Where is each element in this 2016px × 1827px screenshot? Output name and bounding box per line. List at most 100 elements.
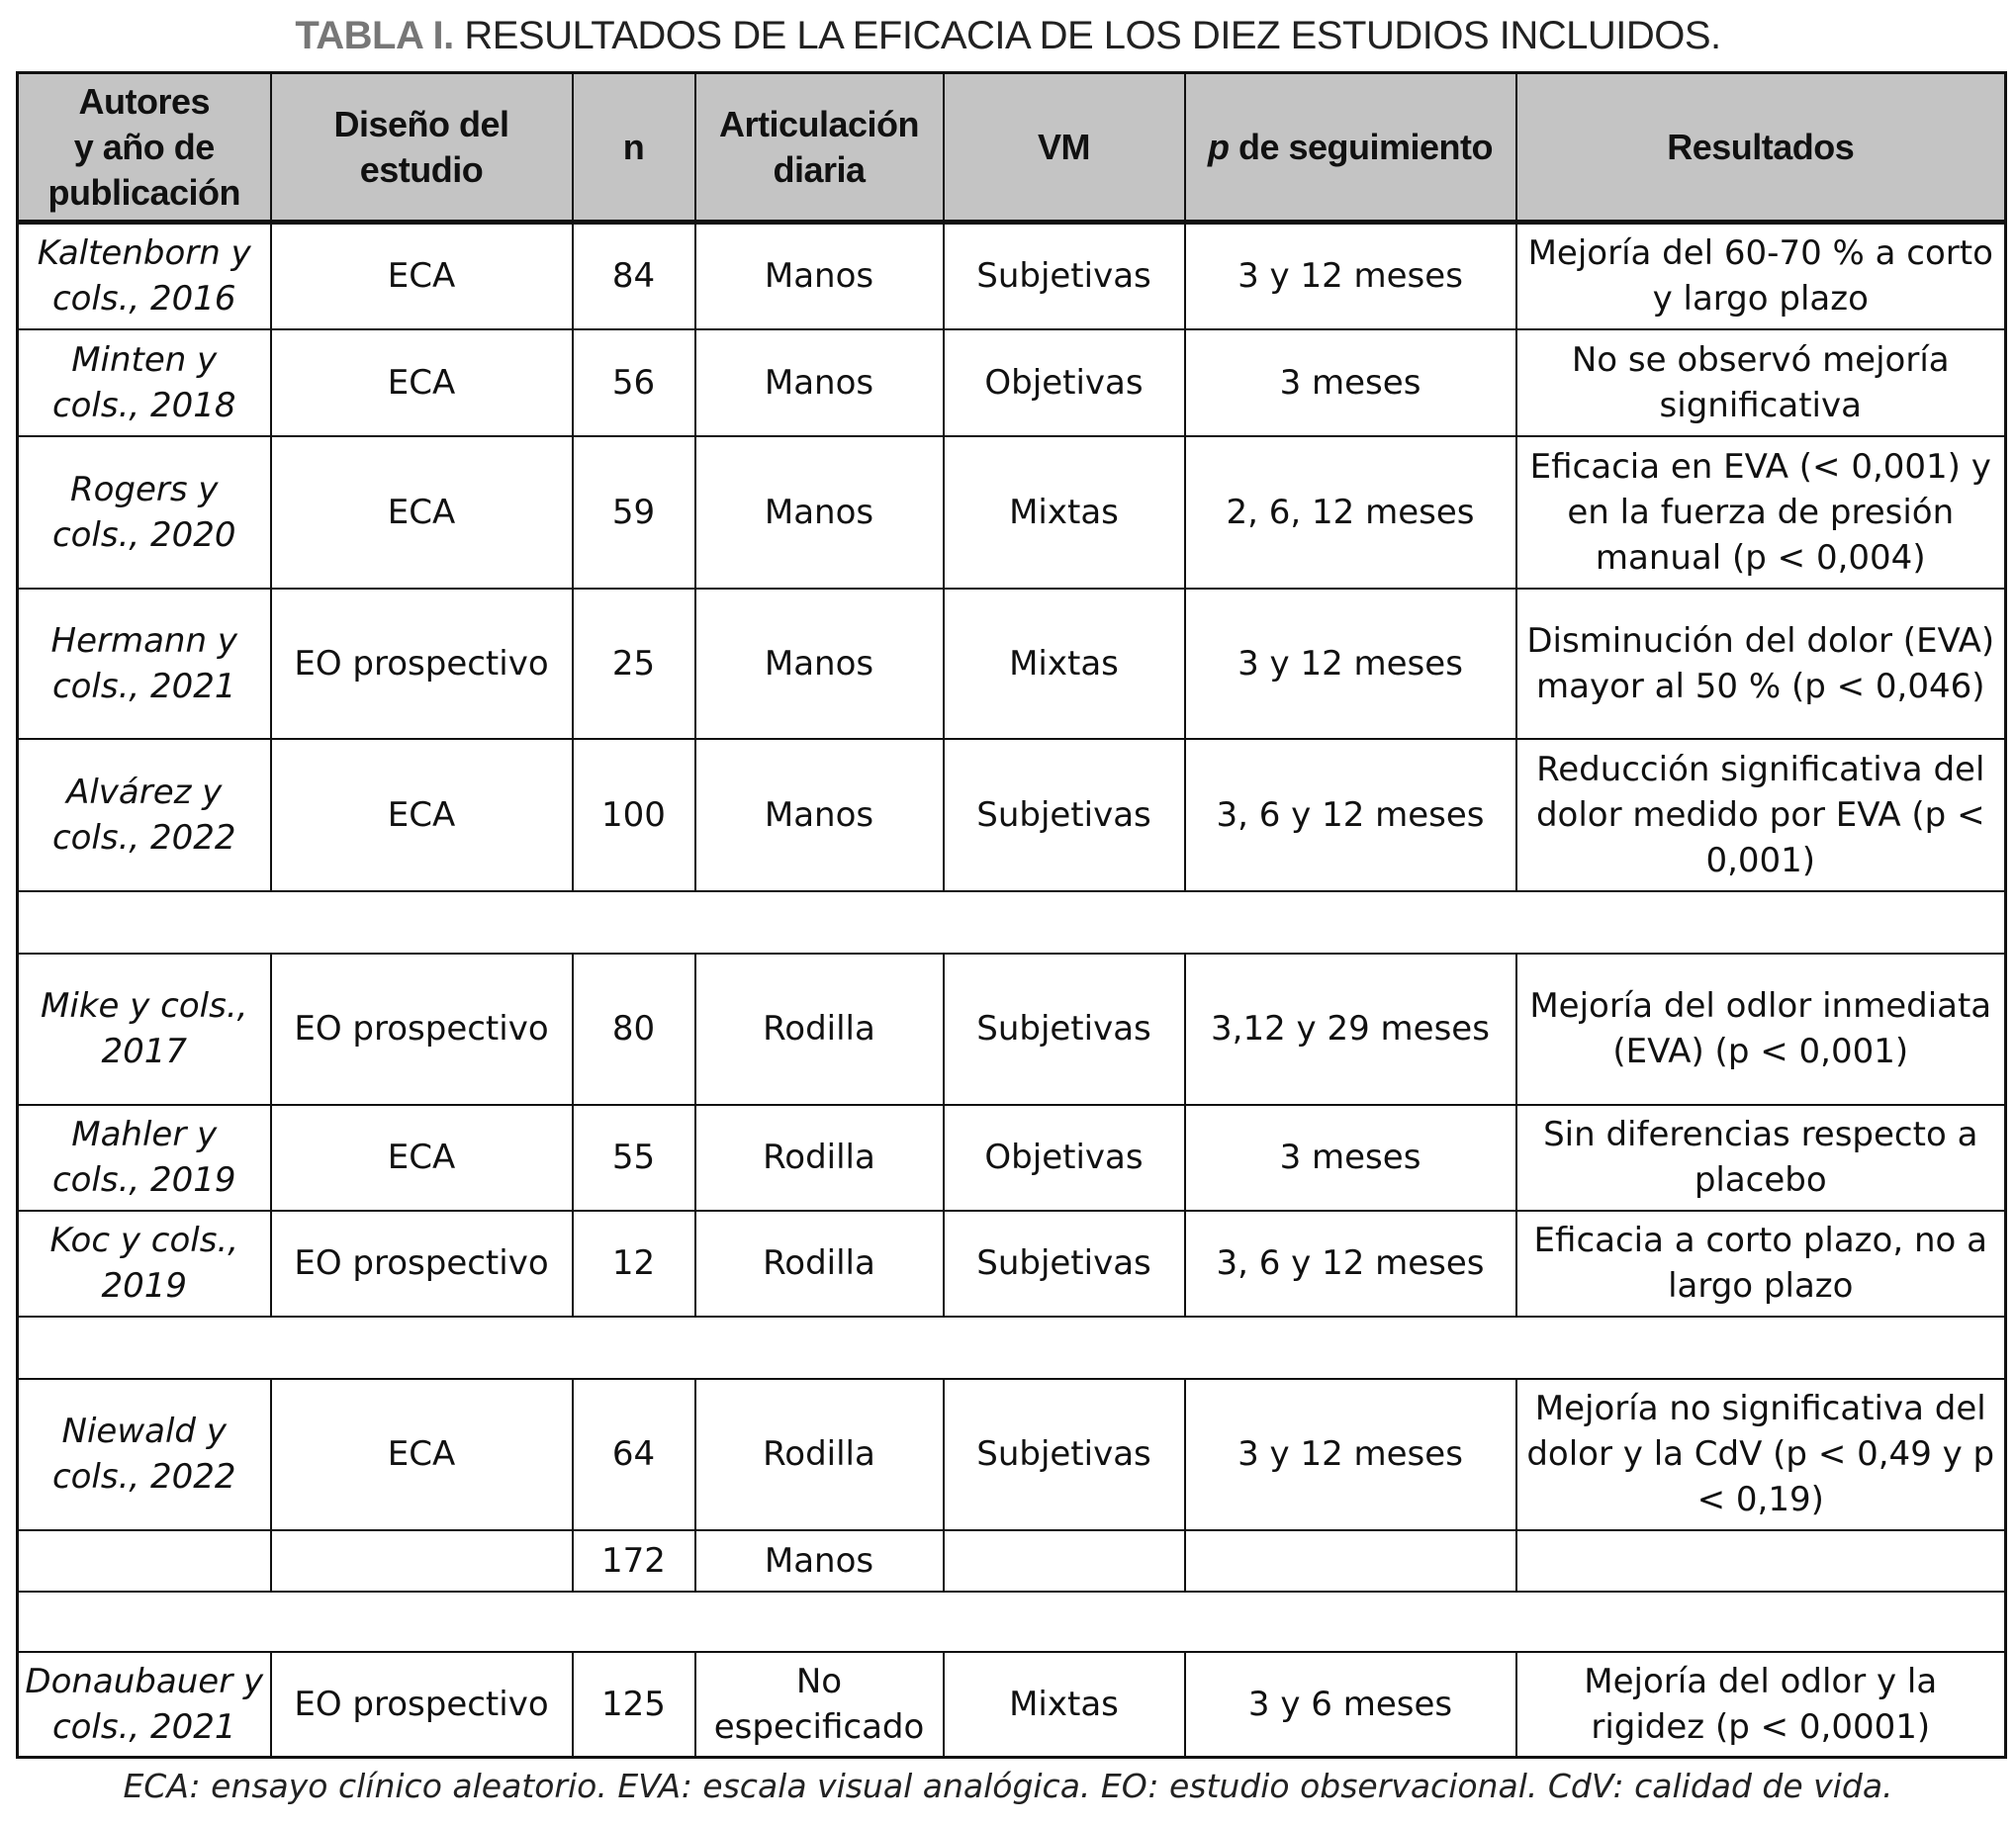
table-row: Minten y cols., 2018 ECA 56 Manos Objetivas 3… (16, 327, 2007, 437)
cell-design: ECA (269, 1377, 574, 1531)
cell-design: ECA (269, 1103, 574, 1212)
cell-follow-up: 3, 6 y 12 meses (1183, 1209, 1517, 1318)
cell-results: Eficacia en EVA (< 0,001) y en la fuerza… (1514, 434, 2007, 590)
table-row: Alvárez y cols., 2022 ECA 100 Manos Subjetiv… (16, 737, 2007, 892)
cell-follow-up: 3 y 12 meses (1183, 1377, 1517, 1531)
results-table: Autores y año de publicación Diseño del e… (16, 71, 2007, 1759)
cell-authors: Hermann y cols., 2021 (16, 587, 272, 740)
cell-results: Mejoría del 60-70 % a corto y largo plaz… (1514, 221, 2007, 330)
cell-n: 64 (571, 1377, 696, 1531)
empty-cell (16, 1590, 2007, 1653)
cell-vm: Subjetivas (942, 1209, 1186, 1318)
cell-vm: Mixtas (942, 434, 1186, 590)
cell-n: 12 (571, 1209, 696, 1318)
table-row: Koc y cols., 2019 EO prospectivo 12 Rodilla… (16, 1209, 2007, 1318)
cell-vm: Subjetivas (942, 737, 1186, 892)
cell-joint: Manos (693, 587, 945, 740)
cell-authors (16, 1528, 272, 1593)
cell-results: Mejoría del odlor y la rigidez (p < 0,00… (1514, 1650, 2007, 1759)
table-row: Donaubauer y cols., 2021 EO prospectivo 12… (16, 1650, 2007, 1759)
table-row: Niewald y cols., 2022 ECA 64 Rodilla Subjeti… (16, 1377, 2007, 1531)
cell-design: EO prospectivo (269, 1209, 574, 1318)
cell-follow-up: 3 y 12 meses (1183, 221, 1517, 330)
header-n: n (571, 71, 696, 225)
cell-design: EO prospectivo (269, 1650, 574, 1759)
cell-design: ECA (269, 434, 574, 590)
table-row: 172 Manos (16, 1528, 2007, 1593)
table-row: Kaltenborn y cols., 2016 ECA 84 Manos Subjet… (16, 221, 2007, 330)
cell-vm: Subjetivas (942, 952, 1186, 1106)
cell-authors: Minten y cols., 2018 (16, 327, 272, 437)
header-design: Diseño del estudio (269, 71, 574, 225)
cell-authors: Donaubauer y cols., 2021 (16, 1650, 272, 1759)
table-title: TABLA I. RESULTADOS DE LA EFICACIA DE LO… (0, 14, 2016, 58)
cell-authors: Mike y cols., 2017 (16, 952, 272, 1106)
header-vm: VM (942, 71, 1186, 225)
cell-results: Sin diferencias respecto a placebo (1514, 1103, 2007, 1212)
cell-joint: Manos (693, 434, 945, 590)
cell-authors: Rogers y cols., 2020 (16, 434, 272, 590)
cell-joint: Manos (693, 737, 945, 892)
cell-n: 125 (571, 1650, 696, 1759)
cell-follow-up: 3, 6 y 12 meses (1183, 737, 1517, 892)
cell-vm: Subjetivas (942, 1377, 1186, 1531)
cell-vm: Subjetivas (942, 221, 1186, 330)
cell-results: Mejoría no significativa del dolor y la … (1514, 1377, 2007, 1531)
cell-follow-up: 3 meses (1183, 327, 1517, 437)
cell-results: Eficacia a corto plazo, no a largo plazo (1514, 1209, 2007, 1318)
cell-follow-up (1183, 1528, 1517, 1593)
cell-authors: Koc y cols., 2019 (16, 1209, 272, 1318)
cell-joint: No especificado (693, 1650, 945, 1759)
header-follow-up: p de seguimiento (1183, 71, 1517, 225)
cell-design: ECA (269, 327, 574, 437)
cell-follow-up: 3 y 6 meses (1183, 1650, 1517, 1759)
header-p-rest: de seguimiento (1229, 126, 1494, 167)
spacer-row (16, 889, 2007, 955)
table-row: Rogers y cols., 2020 ECA 59 Manos Mixtas 2, 6… (16, 434, 2007, 590)
cell-results: No se observó mejoría significativa (1514, 327, 2007, 437)
cell-authors: Mahler y cols., 2019 (16, 1103, 272, 1212)
cell-design: EO prospectivo (269, 587, 574, 740)
spacer-row (16, 1315, 2007, 1380)
cell-joint: Manos (693, 1528, 945, 1593)
cell-results: Mejoría del odlor inmediata (EVA) (p < 0… (1514, 952, 2007, 1106)
table-row: Mahler y cols., 2019 ECA 55 Rodilla Objetiva… (16, 1103, 2007, 1212)
table-row: Hermann y cols., 2021 EO prospectivo 25 Man… (16, 587, 2007, 740)
cell-design: ECA (269, 221, 574, 330)
cell-authors: Alvárez y cols., 2022 (16, 737, 272, 892)
empty-cell (16, 1315, 2007, 1380)
cell-n: 84 (571, 221, 696, 330)
cell-follow-up: 2, 6, 12 meses (1183, 434, 1517, 590)
cell-follow-up: 3 meses (1183, 1103, 1517, 1212)
cell-n: 25 (571, 587, 696, 740)
cell-vm: Mixtas (942, 587, 1186, 740)
cell-vm: Objetivas (942, 1103, 1186, 1212)
header-joint: Articulación diaria (693, 71, 945, 225)
cell-results (1514, 1528, 2007, 1593)
cell-vm: Objetivas (942, 327, 1186, 437)
cell-design: ECA (269, 737, 574, 892)
cell-follow-up: 3,12 y 29 meses (1183, 952, 1517, 1106)
cell-n: 80 (571, 952, 696, 1106)
table-row: Mike y cols., 2017 EO prospectivo 80 Rodill… (16, 952, 2007, 1106)
cell-authors: Kaltenborn y cols., 2016 (16, 221, 272, 330)
cell-design (269, 1528, 574, 1593)
cell-results: Reducción significativa del dolor medido… (1514, 737, 2007, 892)
cell-follow-up: 3 y 12 meses (1183, 587, 1517, 740)
cell-n: 59 (571, 434, 696, 590)
cell-authors: Niewald y cols., 2022 (16, 1377, 272, 1531)
header-p-italic: p (1207, 126, 1230, 167)
cell-n: 100 (571, 737, 696, 892)
cell-joint: Rodilla (693, 1377, 945, 1531)
header-authors: Autores y año de publicación (16, 71, 272, 225)
spacer-row (16, 1590, 2007, 1653)
empty-cell (16, 889, 2007, 955)
cell-joint: Rodilla (693, 1103, 945, 1212)
cell-vm: Mixtas (942, 1650, 1186, 1759)
table-title-text: RESULTADOS DE LA EFICACIA DE LOS DIEZ ES… (464, 14, 1721, 57)
cell-n: 172 (571, 1528, 696, 1593)
cell-joint: Manos (693, 327, 945, 437)
header-results: Resultados (1514, 71, 2007, 225)
cell-n: 56 (571, 327, 696, 437)
cell-vm (942, 1528, 1186, 1593)
